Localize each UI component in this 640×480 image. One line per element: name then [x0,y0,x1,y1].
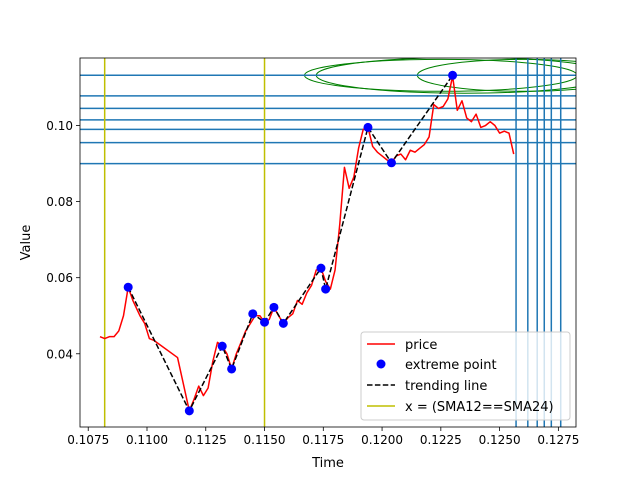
x-tick-label-8: 0.1275 [537,433,579,447]
legend-crossover-label: x = (SMA12==SMA24) [405,400,554,415]
x-tick-label-5: 0.1200 [361,433,403,447]
legend-box [360,331,571,421]
legend: price extreme point trending line x = (S… [360,331,571,421]
x-tick-label-6: 0.1225 [420,433,462,447]
extreme-point-8 [316,263,326,273]
extreme-point-3 [227,364,237,374]
x-tick-label-3: 0.1150 [244,433,286,447]
legend-price-label: price [405,338,437,353]
extreme-point-0 [123,282,133,292]
x-axis-label: Time [311,456,344,471]
x-tick-label-7: 0.1250 [479,433,521,447]
legend-trending-line-label: trending line [405,379,487,394]
legend-extreme-point-label: extreme point [405,358,497,373]
extreme-point-4 [248,309,258,319]
extreme-point-12 [448,70,458,80]
extreme-point-9 [321,284,331,294]
x-axis-ticks: 0.1075 0.1100 0.1125 0.1150 0.1175 0.1200 0.12… [67,427,579,447]
x-tick-label-1: 0.1100 [126,433,168,447]
y-axis-ticks: 0.04 0.06 0.08 0.10 [46,119,80,361]
plot-frame [79,57,577,428]
x-tick-label-0: 0.1075 [67,433,109,447]
extreme-point-1 [184,406,194,416]
extreme-points-layer [123,70,458,416]
extreme-point-10 [363,122,373,132]
extreme-point-7 [278,318,288,328]
x-tick-label-2: 0.1125 [185,433,227,447]
crossover-lines-layer [103,58,266,427]
legend-extreme-point-swatch [376,359,386,369]
x-tick-label-4: 0.1175 [302,433,344,447]
y-axis-label: Value [19,225,34,261]
horizontal-levels-layer [80,74,576,165]
y-tick-label-3: 0.10 [46,119,73,133]
extreme-point-2 [217,341,227,351]
y-tick-label-1: 0.06 [46,271,73,285]
extreme-point-6 [269,302,279,312]
extreme-point-5 [260,317,270,327]
y-tick-label-2: 0.08 [46,195,73,209]
extreme-point-11 [386,158,396,168]
y-tick-label-0: 0.04 [46,347,73,361]
